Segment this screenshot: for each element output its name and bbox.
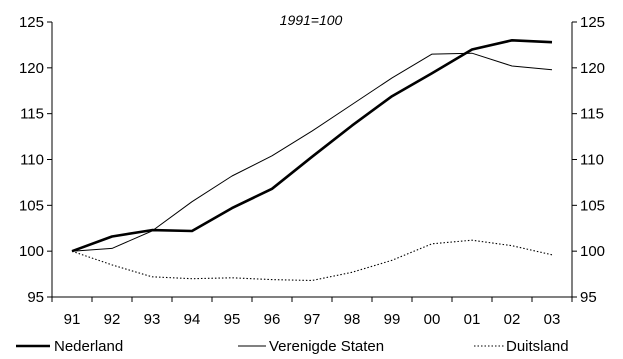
y-tick-label-left: 100: [19, 243, 44, 260]
y-tick-label-right: 105: [580, 197, 605, 214]
y-tick-label-right: 100: [580, 243, 605, 260]
y-tick-label-right: 115: [580, 106, 604, 123]
y-tick-label-right: 120: [580, 60, 605, 77]
x-tick-label: 93: [144, 311, 161, 328]
series-line-nederland: [71, 38, 553, 253]
y-tick-label-left: 105: [19, 197, 44, 214]
legend-label: Duitsland: [506, 338, 569, 355]
x-tick-label: 03: [544, 311, 561, 328]
y-tick-label-left: 115: [20, 106, 44, 123]
legend-label: Verenigde Staten: [269, 338, 384, 355]
x-tick-label: 91: [64, 311, 81, 328]
x-tick-label: 99: [384, 311, 401, 328]
y-tick-label-left: 95: [27, 289, 44, 306]
x-tick-label: 02: [504, 311, 521, 328]
y-tick-label-left: 120: [19, 60, 44, 77]
x-tick-label: 96: [264, 311, 281, 328]
x-tick-label: 94: [184, 311, 201, 328]
x-tick-label: 01: [464, 311, 481, 328]
x-tick-label: 98: [344, 311, 361, 328]
y-tick-label-right: 125: [580, 14, 605, 31]
y-tick-label-left: 125: [19, 14, 44, 31]
y-tick-label-right: 110: [580, 152, 604, 169]
chart-subtitle: 1991=100: [280, 12, 343, 28]
series-line-duitsland: [71, 239, 553, 282]
y-tick-label-right: 95: [580, 289, 597, 306]
legend: Nederland Verenigde Staten Duitsland: [16, 338, 569, 355]
legend-label: Nederland: [54, 338, 123, 355]
series-line-verenigde-staten: [71, 52, 553, 252]
x-tick-label: 00: [424, 311, 441, 328]
x-tick-label: 95: [224, 311, 241, 328]
x-tick-label: 97: [304, 311, 321, 328]
y-tick-label-left: 110: [20, 152, 44, 169]
x-tick-label: 92: [104, 311, 121, 328]
series-lines: [71, 38, 553, 282]
axes: 95 95 100 100 105 105 110 110 115 115 120 120 125 125…: [19, 14, 605, 328]
